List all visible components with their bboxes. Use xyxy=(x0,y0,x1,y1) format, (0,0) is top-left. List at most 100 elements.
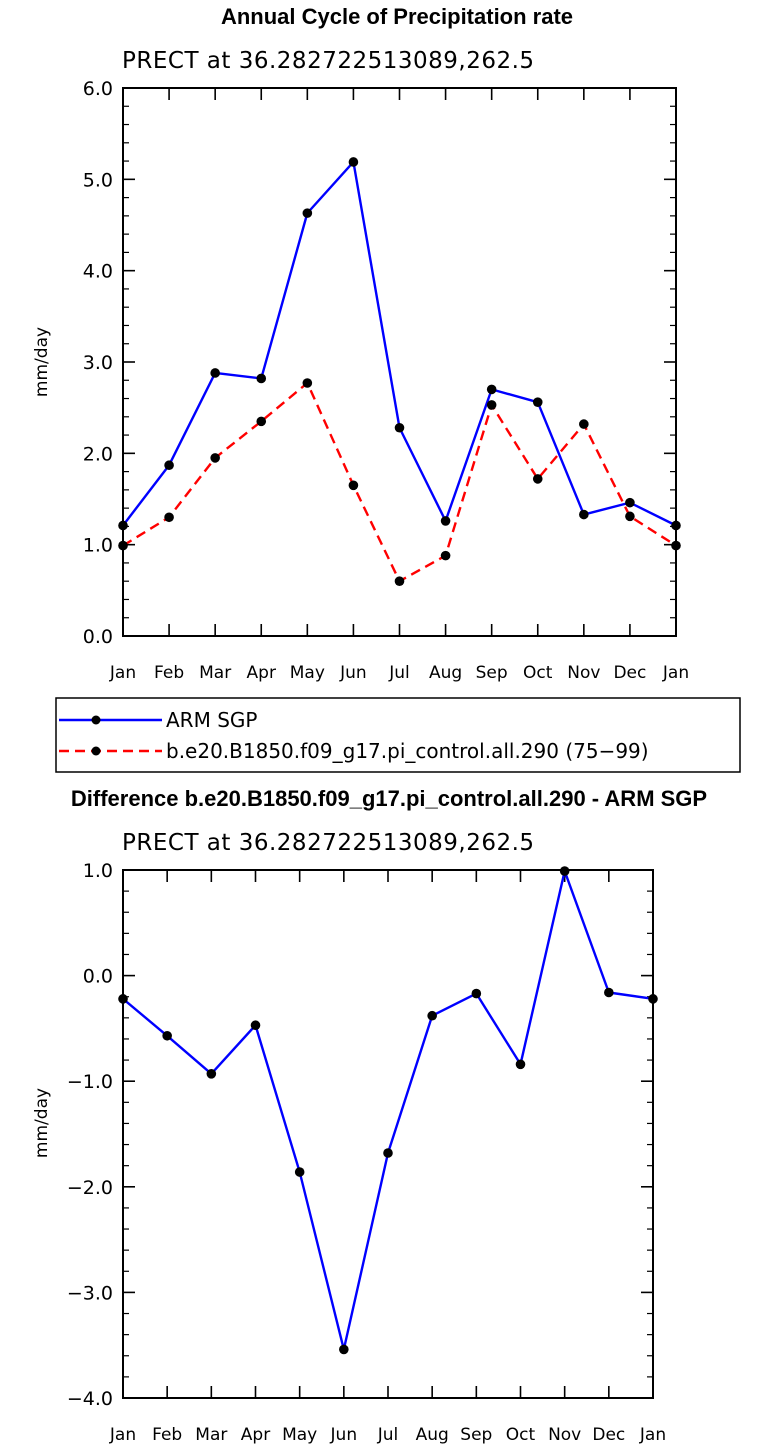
x-tick-label: Nov xyxy=(567,663,600,683)
data-point-series-0 xyxy=(302,208,313,218)
y-tick-label: 5.0 xyxy=(83,169,113,191)
y-tick-labels: 0.0 1.0 2.0 3.0 4.0 5.0 6.0 xyxy=(83,78,113,648)
data-point-series-0 xyxy=(515,1059,526,1070)
data-point-series-1 xyxy=(164,512,174,523)
data-point-series-0 xyxy=(394,422,405,433)
y-tick-label: 1.0 xyxy=(83,860,113,882)
data-point-series-1 xyxy=(118,540,128,551)
x-tick-label: Jul xyxy=(377,1425,399,1445)
data-point-series-0 xyxy=(604,987,614,998)
data-point-series-0 xyxy=(648,994,658,1004)
x-tick-label: Dec xyxy=(592,1425,625,1445)
data-point-series-0 xyxy=(256,373,267,384)
x-tick-label: Jun xyxy=(330,1425,358,1445)
chart-subtitle: PRECT at 36.282722513089,262.5 xyxy=(122,48,535,74)
series-lines xyxy=(118,866,658,1355)
y-tick-label: 6.0 xyxy=(83,78,113,100)
x-tick-label: Aug xyxy=(429,663,462,683)
x-tick-label: Apr xyxy=(241,1425,270,1445)
series-lines xyxy=(118,157,681,586)
x-tick-label: Jul xyxy=(388,663,410,683)
x-tick-label: Mar xyxy=(195,1425,227,1445)
y-tick-label: 0.0 xyxy=(83,966,113,988)
y-tick-labels: −4.0 −3.0 −2.0 −1.0 0.0 1.0 xyxy=(67,860,113,1410)
legend-box xyxy=(55,697,741,773)
legend-label-model: b.e20.B1850.f09_g17.pi_control.all.290 (… xyxy=(166,739,649,763)
data-point-series-0 xyxy=(348,157,359,167)
x-tick-label: Jan xyxy=(662,663,689,683)
y-tick-label: 3.0 xyxy=(83,352,113,374)
data-point-series-0 xyxy=(210,368,220,378)
data-point-series-0 xyxy=(486,384,497,395)
data-point-series-0 xyxy=(118,520,128,531)
data-point-series-1 xyxy=(440,550,451,561)
data-point-series-0 xyxy=(383,1148,393,1158)
data-point-series-0 xyxy=(471,988,482,999)
legend-marker-arm-sgp xyxy=(91,715,101,725)
legend: ARM SGP b.e20.B1850.f09_g17.pi_control.a… xyxy=(55,697,741,773)
y-tick-label: −2.0 xyxy=(67,1177,113,1199)
data-point-series-0 xyxy=(339,1344,349,1355)
y-tick-label: 1.0 xyxy=(83,535,113,557)
annual-cycle-panel: Annual Cycle of Precipitation rate PRECT… xyxy=(32,4,689,683)
x-tick-label: Apr xyxy=(247,663,276,683)
plot-frame xyxy=(122,87,677,637)
data-point-series-0 xyxy=(559,866,570,876)
x-tick-label: Oct xyxy=(523,663,553,683)
y-tick-label: −4.0 xyxy=(67,1388,113,1410)
series-line-1 xyxy=(122,381,677,583)
x-tick-label: Nov xyxy=(548,1425,581,1445)
data-point-series-1 xyxy=(302,378,313,388)
data-point-series-1 xyxy=(210,453,220,463)
data-point-series-1 xyxy=(256,416,267,427)
data-point-series-0 xyxy=(164,460,174,471)
x-tick-label: May xyxy=(290,663,325,683)
y-tick-label: −1.0 xyxy=(67,1071,113,1093)
y-tick-label: 0.0 xyxy=(83,626,113,648)
x-tick-label: Feb xyxy=(154,663,184,683)
x-tick-label: Jan xyxy=(639,1425,666,1445)
x-tick-label: Aug xyxy=(416,1425,449,1445)
data-point-series-1 xyxy=(671,540,681,551)
x-tick-labels: Jan Feb Mar Apr May Jun Jul Aug Sep Oct Nov Dec Jan xyxy=(109,1425,666,1445)
x-tick-label: Mar xyxy=(199,663,231,683)
data-point-series-0 xyxy=(427,1010,437,1021)
x-tick-label: Oct xyxy=(506,1425,536,1445)
chart-title: Annual Cycle of Precipitation rate xyxy=(221,4,573,29)
chart-subtitle: PRECT at 36.282722513089,262.5 xyxy=(122,830,535,856)
plot-frame xyxy=(122,869,654,1399)
data-point-series-1 xyxy=(625,511,635,522)
data-point-series-0 xyxy=(671,520,681,531)
data-point-series-0 xyxy=(250,1020,261,1031)
tick-marks xyxy=(122,869,654,1399)
data-point-series-0 xyxy=(579,509,589,520)
data-point-series-1 xyxy=(532,474,543,484)
x-tick-label: Sep xyxy=(460,1425,492,1445)
data-point-series-0 xyxy=(625,497,635,508)
series-line-0 xyxy=(122,869,654,1351)
x-tick-label: May xyxy=(282,1425,317,1445)
x-tick-label: Dec xyxy=(613,663,646,683)
data-point-series-1 xyxy=(348,480,359,491)
tick-marks xyxy=(122,87,677,637)
y-tick-label: 4.0 xyxy=(83,261,113,283)
legend-marker-model xyxy=(91,746,101,756)
x-tick-labels: Jan Feb Mar Apr May Jun Jul Aug Sep Oct Nov Dec Jan xyxy=(109,663,689,683)
data-point-series-0 xyxy=(162,1030,172,1041)
data-point-series-0 xyxy=(118,994,128,1004)
y-tick-label: 2.0 xyxy=(83,443,113,465)
x-tick-label: Jan xyxy=(109,1425,136,1445)
y-tick-label: −3.0 xyxy=(67,1282,113,1304)
data-point-series-0 xyxy=(440,516,451,526)
x-tick-label: Feb xyxy=(152,1425,182,1445)
data-point-series-1 xyxy=(486,400,497,410)
data-point-series-1 xyxy=(394,576,405,586)
difference-panel: Difference b.e20.B1850.f09_g17.pi_contro… xyxy=(32,786,707,1445)
x-tick-label: Jun xyxy=(339,663,367,683)
y-axis-title: mm/day xyxy=(32,1088,52,1158)
chart-title: Difference b.e20.B1850.f09_g17.pi_contro… xyxy=(71,786,707,811)
data-point-series-1 xyxy=(579,419,589,429)
data-point-series-0 xyxy=(294,1167,305,1177)
x-tick-label: Sep xyxy=(476,663,508,683)
